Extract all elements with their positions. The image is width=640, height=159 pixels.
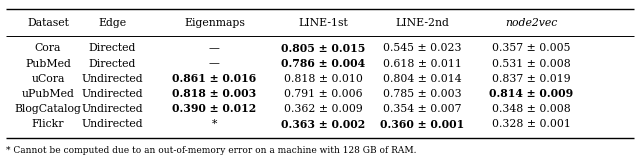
Text: 0.531 ± 0.008: 0.531 ± 0.008: [492, 59, 571, 69]
Text: 0.786 ± 0.004: 0.786 ± 0.004: [281, 58, 365, 69]
Text: 0.390 ± 0.012: 0.390 ± 0.012: [172, 103, 257, 114]
Text: 0.805 ± 0.015: 0.805 ± 0.015: [281, 43, 365, 54]
Text: LINE-2nd: LINE-2nd: [396, 18, 449, 28]
Text: Undirected: Undirected: [81, 119, 143, 129]
Text: Dataset: Dataset: [27, 18, 69, 28]
Text: BlogCatalog: BlogCatalog: [15, 104, 81, 114]
Text: node2vec: node2vec: [505, 18, 557, 28]
Text: —: —: [209, 44, 220, 53]
Text: 0.357 ± 0.005: 0.357 ± 0.005: [492, 44, 570, 53]
Text: 0.362 ± 0.009: 0.362 ± 0.009: [284, 104, 363, 114]
Text: *: *: [212, 119, 217, 129]
Text: 0.814 ± 0.009: 0.814 ± 0.009: [489, 88, 573, 99]
Text: Undirected: Undirected: [81, 74, 143, 84]
Text: 0.545 ± 0.023: 0.545 ± 0.023: [383, 44, 461, 53]
Text: 0.818 ± 0.003: 0.818 ± 0.003: [172, 88, 257, 99]
Text: 0.348 ± 0.008: 0.348 ± 0.008: [492, 104, 571, 114]
Text: Flickr: Flickr: [32, 119, 64, 129]
Text: 0.861 ± 0.016: 0.861 ± 0.016: [172, 73, 257, 84]
Text: Undirected: Undirected: [81, 104, 143, 114]
Text: 0.837 ± 0.019: 0.837 ± 0.019: [492, 74, 570, 84]
Text: Eigenmaps: Eigenmaps: [184, 18, 245, 28]
Text: uCora: uCora: [31, 74, 65, 84]
Text: 0.618 ± 0.011: 0.618 ± 0.011: [383, 59, 462, 69]
Text: uPubMed: uPubMed: [22, 89, 74, 99]
Text: 0.328 ± 0.001: 0.328 ± 0.001: [492, 119, 571, 129]
Text: —: —: [209, 59, 220, 69]
Text: 0.804 ± 0.014: 0.804 ± 0.014: [383, 74, 461, 84]
Text: LINE-1st: LINE-1st: [298, 18, 348, 28]
Text: 0.785 ± 0.003: 0.785 ± 0.003: [383, 89, 461, 99]
Text: Cora: Cora: [35, 44, 61, 53]
Text: Directed: Directed: [88, 59, 136, 69]
Text: PubMed: PubMed: [25, 59, 71, 69]
Text: Undirected: Undirected: [81, 89, 143, 99]
Text: 0.360 ± 0.001: 0.360 ± 0.001: [380, 118, 465, 130]
Text: 0.791 ± 0.006: 0.791 ± 0.006: [284, 89, 362, 99]
Text: Directed: Directed: [88, 44, 136, 53]
Text: * Cannot be computed due to an out-of-memory error on a machine with 128 GB of R: * Cannot be computed due to an out-of-me…: [6, 146, 417, 155]
Text: 0.354 ± 0.007: 0.354 ± 0.007: [383, 104, 461, 114]
Text: 0.818 ± 0.010: 0.818 ± 0.010: [284, 74, 363, 84]
Text: 0.363 ± 0.002: 0.363 ± 0.002: [281, 118, 365, 130]
Text: Edge: Edge: [98, 18, 126, 28]
